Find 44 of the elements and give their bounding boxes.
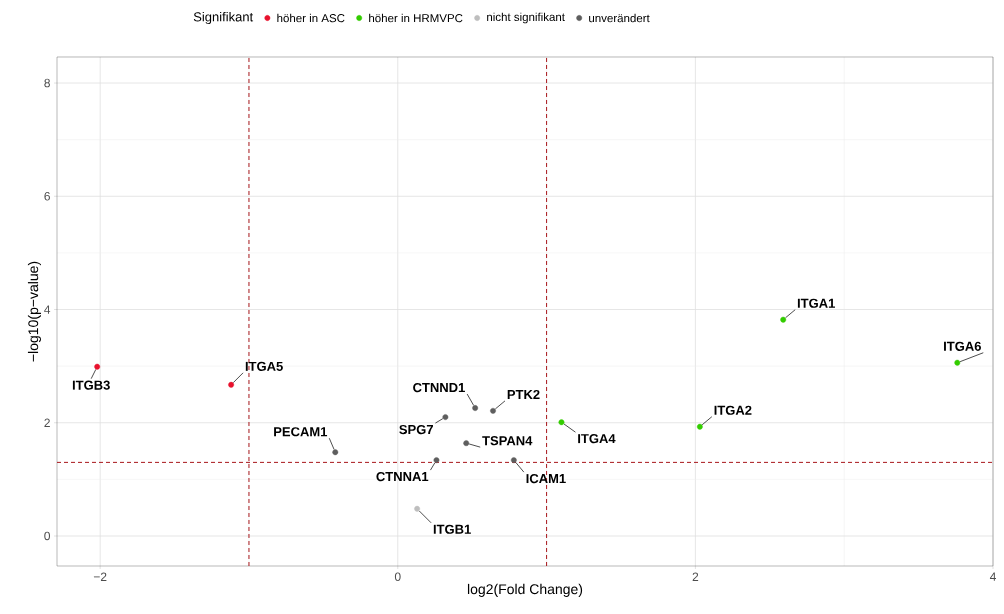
x-tick-label: −2	[93, 572, 107, 581]
annotation: ITGA1	[797, 298, 835, 308]
y-axis-title: −log10(p−value)	[27, 261, 41, 362]
point	[490, 407, 496, 414]
y-tick-label: 8	[44, 78, 50, 88]
point	[433, 457, 440, 464]
y-tick-label: 0	[44, 531, 51, 541]
x-tick-label: 2	[692, 572, 699, 581]
y-tick-label: 6	[44, 192, 50, 201]
point	[94, 363, 101, 370]
point	[463, 440, 470, 447]
annotation: ITGB1	[433, 524, 471, 534]
x-tick-label: 0	[394, 572, 401, 582]
annotation: ITGA6	[944, 341, 981, 351]
annotation: ICAM1	[526, 473, 566, 484]
legend-label: unverändert	[589, 13, 650, 23]
annotation: CTNND1	[413, 382, 465, 393]
point	[954, 359, 961, 366]
x-axis-title: log2(Fold Change)	[467, 583, 583, 597]
annotation: ITGA5	[245, 361, 283, 371]
point	[780, 316, 787, 323]
annotation: PTK2	[507, 389, 540, 400]
annotation: ITGB3	[72, 380, 110, 390]
point	[228, 381, 235, 388]
legend-label: nicht signifikant	[487, 12, 565, 24]
point	[442, 414, 449, 420]
point	[332, 449, 339, 456]
x-tick-label: 4	[989, 572, 996, 581]
point	[558, 419, 565, 426]
point	[472, 405, 479, 411]
point	[414, 505, 421, 512]
y-tick-label: 4	[44, 305, 51, 314]
annotation: PECAM1	[274, 427, 328, 437]
y-tick-label: 2	[44, 418, 50, 427]
annotation: CTNNA1	[376, 471, 429, 482]
legend-title: Signifikant	[193, 11, 254, 25]
point	[510, 457, 517, 464]
legend-label: höher in ASC	[277, 13, 345, 23]
annotation: ITGA2	[714, 405, 752, 415]
legend-label: höher in HRMVPC	[369, 13, 463, 23]
annotation: ITGA4	[578, 434, 616, 444]
point	[696, 423, 703, 430]
annotation: TSPAN4	[482, 436, 533, 446]
annotation: SPG7	[399, 424, 433, 435]
